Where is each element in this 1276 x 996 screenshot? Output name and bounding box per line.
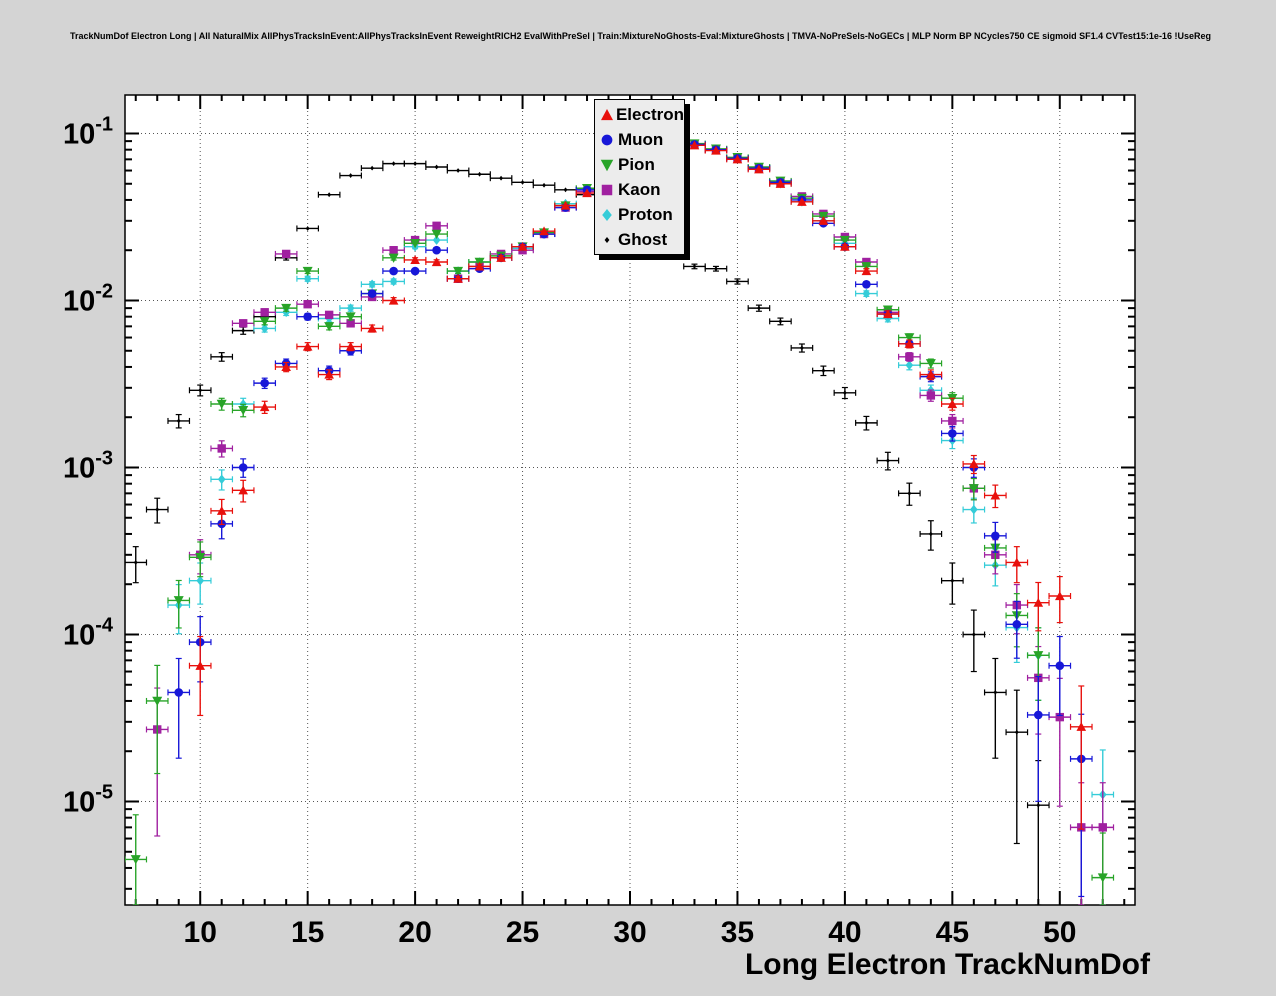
x-axis-title: Long Electron TrackNumDof: [745, 948, 1151, 981]
legend-item-ghost: Ghost: [595, 227, 684, 252]
svg-text:10-2: 10-2: [63, 280, 113, 317]
axis-ticks: [125, 95, 1135, 905]
legend-item-label: Kaon: [618, 180, 661, 199]
y-tick-labels: 10-1 10-2 10-3 10-4 10-5: [63, 113, 114, 818]
x-tick-labels: 10 15 20 25 30 35 40 45 50: [184, 916, 1077, 949]
legend-item-label: Electron: [615, 105, 684, 124]
gridlines: [125, 95, 1135, 905]
svg-text:25: 25: [506, 916, 539, 949]
electron-marker-icon: [601, 108, 613, 120]
svg-text:10-5: 10-5: [63, 781, 113, 818]
svg-text:35: 35: [721, 916, 754, 949]
svg-text:30: 30: [613, 916, 646, 949]
legend-item-label: Ghost: [618, 230, 668, 249]
pion-marker-icon: [600, 159, 614, 171]
svg-text:40: 40: [828, 916, 861, 949]
plot-title: TrackNumDof Electron Long | All NaturalM…: [70, 31, 1211, 41]
kaon-marker-icon: [601, 184, 613, 195]
svg-text:10-1: 10-1: [63, 113, 113, 150]
svg-text:50: 50: [1043, 916, 1076, 949]
ghost-marker-icon: [604, 236, 610, 243]
proton-marker-icon: [602, 208, 612, 221]
legend-item-label: Muon: [618, 130, 664, 149]
legend-item-electron: Electron: [595, 102, 684, 127]
svg-text:15: 15: [291, 916, 324, 949]
legend-item-pion: Pion: [595, 152, 684, 177]
svg-text:45: 45: [936, 916, 969, 949]
svg-text:10-3: 10-3: [63, 447, 113, 484]
legend-item-kaon: Kaon: [595, 177, 684, 202]
legend: Electron Muon Pion Kaon Proton Ghost: [594, 99, 685, 255]
svg-text:20: 20: [398, 916, 431, 949]
legend-item-proton: Proton: [595, 202, 684, 227]
muon-marker-icon: [601, 134, 613, 145]
svg-text:10-4: 10-4: [63, 614, 114, 651]
legend-item-label: Pion: [618, 155, 655, 174]
svg-text:10: 10: [184, 916, 217, 949]
legend-item-muon: Muon: [595, 127, 684, 152]
legend-item-label: Proton: [618, 205, 673, 224]
